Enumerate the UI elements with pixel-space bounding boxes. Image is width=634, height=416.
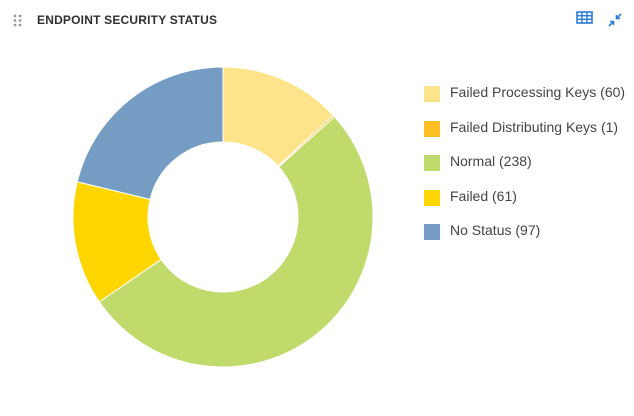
legend-swatch — [424, 189, 440, 206]
legend-label: Failed Distributing Keys (1) — [450, 118, 619, 135]
donut-chart — [72, 66, 374, 368]
legend-item[interactable]: Failed Processing Keys (60) — [424, 82, 634, 117]
legend-swatch — [424, 224, 440, 240]
legend-label: Failed (61) — [450, 187, 517, 204]
donut-slice-no-status[interactable] — [76, 66, 224, 200]
donut-slice-normal[interactable] — [98, 116, 374, 368]
legend-item[interactable]: Normal (238) — [424, 151, 634, 186]
legend-label: Failed Processing Keys (60) — [450, 84, 626, 100]
legend-swatch — [424, 120, 440, 137]
table-view-icon[interactable] — [576, 10, 596, 30]
drag-handle-icon[interactable] — [13, 14, 23, 33]
legend-item[interactable]: Failed (61) — [424, 186, 634, 221]
legend-label: Normal (238) — [450, 153, 532, 169]
widget-title: ENDPOINT SECURITY STATUS — [37, 13, 218, 27]
legend-item[interactable]: Failed Distributing Keys (1) — [424, 117, 634, 152]
legend-swatch — [424, 86, 440, 102]
widget-header: ENDPOINT SECURITY STATUS — [0, 0, 634, 40]
collapse-icon[interactable] — [607, 12, 627, 32]
legend-item[interactable]: No Status (97) — [424, 220, 634, 255]
legend-label: No Status (97) — [450, 222, 541, 238]
chart-legend: Failed Processing Keys (60) Failed Distr… — [424, 82, 634, 255]
legend-swatch — [424, 155, 440, 171]
